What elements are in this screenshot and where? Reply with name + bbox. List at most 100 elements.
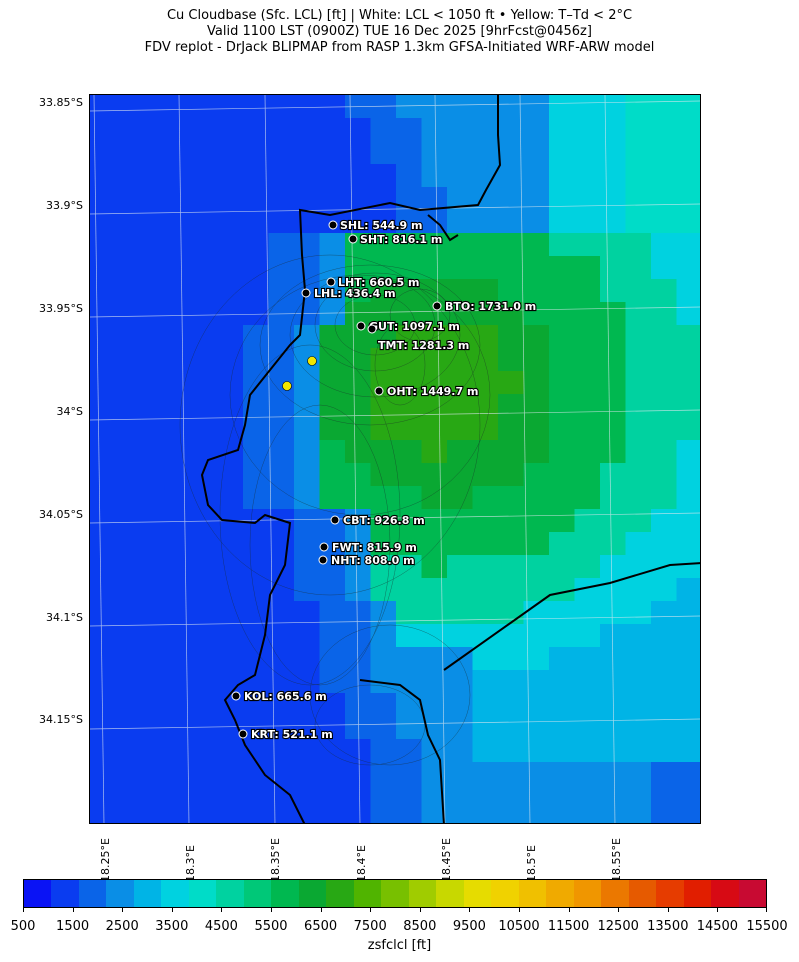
field-cell [217, 555, 244, 579]
field-cell [421, 463, 448, 487]
field-cell [243, 440, 270, 464]
site-marker[interactable] [348, 234, 358, 244]
field-cell [294, 785, 321, 809]
field-cell [523, 394, 550, 418]
field-cell [574, 256, 601, 280]
field-cell [472, 141, 499, 165]
site-marker[interactable] [432, 301, 442, 311]
field-cell [294, 532, 321, 556]
field-cell [345, 578, 372, 602]
field-cell [421, 164, 448, 188]
field-cell [447, 624, 474, 648]
field-cell [115, 417, 142, 441]
field-cell [498, 394, 525, 418]
site-marker[interactable] [326, 277, 336, 287]
field-cell [319, 141, 346, 165]
field-cell [243, 509, 270, 533]
colorbar-tick [72, 908, 74, 912]
field-cell [192, 210, 219, 234]
field-cell [370, 762, 397, 786]
field-cell [600, 348, 627, 372]
colorbar-swatch [24, 880, 52, 907]
field-cell [498, 624, 525, 648]
field-cell [523, 210, 550, 234]
field-cell [217, 348, 244, 372]
field-cell [141, 624, 168, 648]
colorbar-tick-label: 7500 [353, 919, 387, 934]
field-cell [115, 302, 142, 326]
yellow-dewpoint-marker[interactable] [307, 356, 317, 366]
field-cell [166, 647, 193, 671]
field-cell [421, 256, 448, 280]
field-cell [192, 440, 219, 464]
graticule [90, 95, 700, 823]
site-marker[interactable] [356, 321, 366, 331]
field-cell [523, 164, 550, 188]
field-cell [498, 693, 525, 717]
field-cell [625, 532, 652, 556]
field-cell [498, 325, 525, 349]
field-cell [141, 440, 168, 464]
field-cell [574, 95, 601, 119]
longitude-gridline [519, 95, 531, 823]
site-marker[interactable] [231, 691, 241, 701]
field-cell [370, 555, 397, 579]
field-cell [676, 187, 700, 211]
field-cell [268, 233, 295, 257]
field-cell [396, 187, 423, 211]
colorbar-tick-label: 15500 [746, 919, 788, 934]
field-cell [90, 164, 117, 188]
field-cell [166, 256, 193, 280]
field-cell [243, 785, 270, 809]
site-marker[interactable] [318, 555, 328, 565]
field-cell [421, 118, 448, 142]
field-cell [447, 95, 474, 119]
longitude-label: 18.5°E [525, 845, 538, 882]
field-cell [549, 624, 576, 648]
yellow-dewpoint-marker[interactable] [282, 381, 292, 391]
field-cell [625, 348, 652, 372]
field-cell [447, 371, 474, 395]
site-marker[interactable] [238, 729, 248, 739]
field-cell [319, 302, 346, 326]
field-cell [141, 578, 168, 602]
field-cell [447, 256, 474, 280]
field-cell [676, 486, 700, 510]
field-cell [574, 647, 601, 671]
site-marker[interactable] [367, 324, 377, 334]
field-cell [498, 670, 525, 694]
field-cell [370, 95, 397, 119]
field-cell [651, 509, 678, 533]
map-panel[interactable]: SHL: 544.9 m SHT: 816.1 m LHT: 660.5 m LHL:… [89, 94, 701, 824]
site-marker[interactable] [330, 515, 340, 525]
field-cell [625, 394, 652, 418]
site-marker[interactable] [301, 288, 311, 298]
colorbar-swatch [326, 880, 354, 907]
field-cell [217, 210, 244, 234]
field-cell [421, 141, 448, 165]
colorbar-tick [320, 908, 322, 912]
site-marker[interactable] [319, 542, 329, 552]
field-cell [268, 601, 295, 625]
field-cell [676, 348, 700, 372]
field-cell [625, 486, 652, 510]
field-cell [294, 509, 321, 533]
colorbar-swatch [133, 880, 162, 907]
field-cell [549, 95, 576, 119]
field-cell [472, 486, 499, 510]
colorbar-tick [717, 908, 719, 912]
field-cell [498, 233, 525, 257]
field-cell [141, 693, 168, 717]
field-cell [625, 302, 652, 326]
field-cell [498, 716, 525, 740]
field-cell [243, 670, 270, 694]
colorbar-tick [568, 908, 570, 912]
site-marker[interactable] [328, 220, 338, 230]
field-cell [345, 486, 372, 510]
colorbar-swatch [711, 880, 739, 907]
field-cell [294, 670, 321, 694]
field-cell [370, 739, 397, 763]
site-marker[interactable] [374, 386, 384, 396]
field-cell [396, 371, 423, 395]
field-cell [549, 371, 576, 395]
